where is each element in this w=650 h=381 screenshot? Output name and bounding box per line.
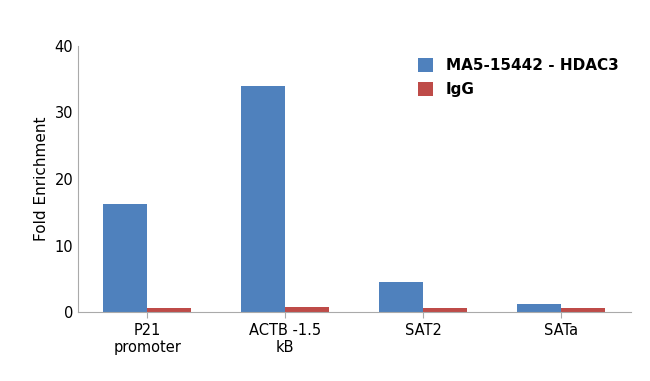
Bar (561, 309, 605, 312)
Bar (285, 307, 330, 312)
Bar (517, 304, 561, 312)
Bar (148, 308, 192, 312)
Bar (379, 282, 423, 312)
Legend: MA5-15442 - HDAC3, IgG: MA5-15442 - HDAC3, IgG (413, 53, 623, 102)
Bar (241, 86, 285, 312)
Y-axis label: Fold Enrichment: Fold Enrichment (34, 117, 49, 241)
Bar (423, 308, 467, 312)
Bar (103, 204, 148, 312)
